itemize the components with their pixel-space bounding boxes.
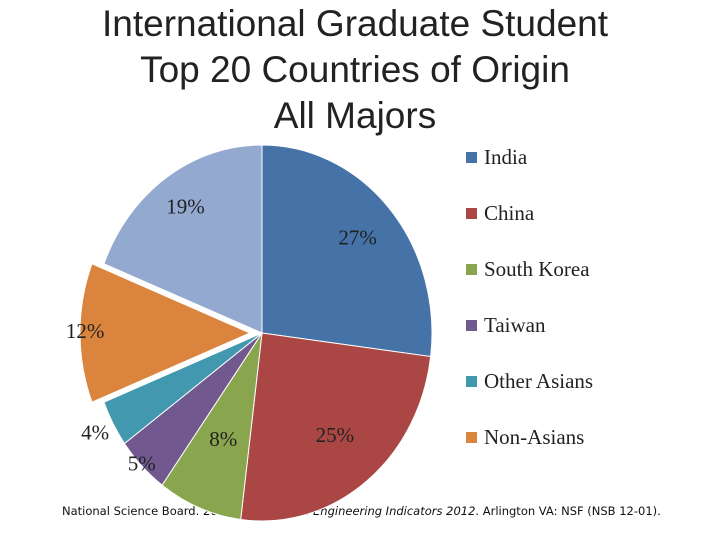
chart-title: International Graduate Student [102,3,609,44]
legend-label: India [484,145,528,169]
legend-swatch [466,432,477,443]
source-part: National Science Board. 2012. [62,504,240,518]
legend-label: South Korea [484,257,590,281]
pie-slice [103,332,263,445]
legend-swatch [466,264,477,275]
legend-swatch [466,152,477,163]
legend-label: China [484,201,535,225]
legend-label: Non-Asians [484,425,584,449]
legend-label: Taiwan [484,313,546,337]
legend-swatch [466,376,477,387]
legend-swatch [466,208,477,219]
source-note: National Science Board. 2012. Science an… [62,504,661,518]
data-label: 5% [128,452,156,476]
legend-label: Other Asians [484,369,593,393]
chart-title: Top 20 Countries of Origin [140,49,570,90]
data-label: 8% [209,427,237,451]
data-label: 25% [316,423,355,447]
pie-slice [261,144,433,358]
chart-title: All Majors [274,95,436,136]
pie-slice [103,144,263,334]
pie-slice [161,332,263,521]
data-label: 4% [81,420,109,444]
data-label: 19% [166,194,205,218]
pie-slice [79,263,252,403]
source-part: . Arlington VA: NSF (NSB 12-01). [475,504,660,518]
pie-slice [240,332,432,522]
data-label: 12% [66,319,105,343]
data-label: 27% [338,226,377,250]
legend-swatch [466,320,477,331]
